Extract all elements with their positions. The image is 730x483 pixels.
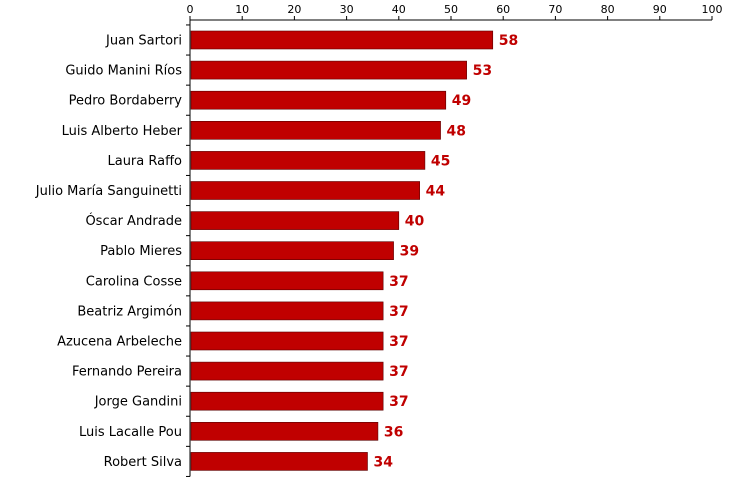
x-tick-label: 20 (287, 3, 301, 16)
bar (190, 301, 384, 321)
category-label: Luis Lacalle Pou (79, 425, 182, 440)
x-tick-label: 30 (340, 3, 354, 16)
data-label: 39 (400, 244, 419, 260)
category-label: Óscar Andrade (85, 213, 182, 229)
category-label: Robert Silva (104, 455, 182, 470)
x-tick-label: 60 (496, 3, 510, 16)
x-tick-label: 10 (235, 3, 249, 16)
x-tick-label: 40 (392, 3, 406, 16)
x-tick-label: 100 (702, 3, 723, 16)
bar (190, 90, 447, 110)
bar (190, 452, 368, 471)
bar (190, 331, 384, 351)
data-label: 37 (389, 334, 408, 350)
data-label: 45 (431, 153, 450, 169)
x-tick-label: 0 (187, 3, 194, 16)
category-label: Beatriz Argimón (77, 304, 182, 319)
category-label: Julio María Sanguinetti (35, 184, 182, 199)
category-label: Carolina Cosse (86, 274, 182, 289)
bar (190, 30, 494, 50)
bar (190, 361, 384, 381)
data-label: 48 (447, 123, 466, 139)
data-label: 49 (452, 93, 471, 109)
x-axis: 0 10 20 30 40 50 60 70 80 90 100 (187, 3, 723, 21)
bar (190, 391, 384, 411)
bar (190, 181, 420, 200)
category-label: Luis Alberto Heber (62, 124, 183, 139)
category-label: Laura Raffo (107, 154, 182, 169)
bar (190, 151, 426, 170)
x-tick-label: 80 (601, 3, 615, 16)
category-label: Pedro Bordaberry (69, 94, 183, 109)
data-label: 58 (499, 33, 518, 49)
bar (190, 60, 467, 80)
data-label: 37 (389, 274, 408, 290)
data-label: 37 (389, 304, 408, 320)
category-label: Pablo Mieres (100, 244, 182, 259)
x-tick-label: 50 (444, 3, 458, 16)
category-label: Juan Sartori (105, 34, 182, 49)
category-axis: Juan Sartori Guido Manini Ríos Pedro Borda… (35, 20, 191, 477)
data-label: 36 (384, 424, 403, 440)
bars (190, 30, 494, 471)
x-tick-label: 70 (548, 3, 562, 16)
bar (190, 421, 379, 441)
data-label: 37 (389, 364, 408, 380)
bar (190, 241, 394, 260)
category-label: Jorge Gandini (94, 395, 182, 410)
bar (190, 121, 441, 140)
x-tick-label: 90 (653, 3, 667, 16)
data-label: 44 (426, 184, 446, 200)
data-label: 53 (473, 63, 492, 79)
bar (190, 211, 400, 230)
data-label: 37 (389, 394, 408, 410)
category-label: Azucena Arbeleche (57, 335, 182, 350)
category-label: Guido Manini Ríos (65, 64, 182, 79)
category-label: Fernando Pereira (72, 365, 182, 380)
bar (190, 271, 384, 291)
data-label: 40 (405, 214, 425, 230)
data-label: 34 (373, 454, 393, 470)
